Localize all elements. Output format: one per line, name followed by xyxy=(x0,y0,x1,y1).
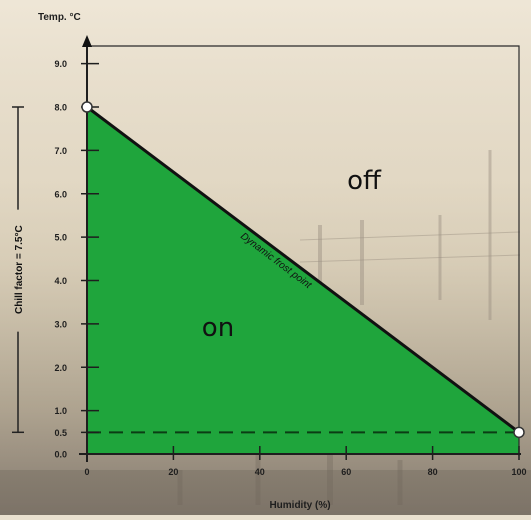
y-tick-label: 6.0 xyxy=(54,189,67,199)
y-tick-label: 3.0 xyxy=(54,319,67,329)
x-tick-label: 40 xyxy=(255,467,265,477)
x-tick-label: 20 xyxy=(168,467,178,477)
y-tick-label: 8.0 xyxy=(54,103,67,113)
x-tick-label: 100 xyxy=(511,467,526,477)
series-point-start xyxy=(81,101,93,113)
y-tick-label: 0.0 xyxy=(54,450,67,460)
chill-factor-bracket xyxy=(12,106,24,434)
y-axis-arrow-icon xyxy=(82,35,92,47)
y-tick-label: 5.0 xyxy=(54,233,67,243)
region-label-off: off xyxy=(347,166,382,196)
chill-factor-label: Chill factor = 7.5°C xyxy=(14,225,25,314)
on-region-fill xyxy=(87,107,519,454)
x-tick-label: 80 xyxy=(428,467,438,477)
series-line-frost-point xyxy=(86,105,520,434)
region-label-on: on xyxy=(202,313,234,343)
y-axis-title: Temp. °C xyxy=(38,12,81,23)
y-tick-label: 0.5 xyxy=(54,428,67,438)
y-tick-label: 9.0 xyxy=(54,59,67,69)
y-tick-label: 7.0 xyxy=(54,146,67,156)
x-tick-label: 60 xyxy=(341,467,351,477)
plot-frame xyxy=(87,45,520,456)
y-tick-label: 2.0 xyxy=(54,363,67,373)
x-axis-title: Humidity (%) xyxy=(269,500,330,511)
x-tick-label: 0 xyxy=(84,467,89,477)
y-tick-label: 1.0 xyxy=(54,406,67,416)
y-tick-label: 4.0 xyxy=(54,276,67,286)
series-point-end xyxy=(513,426,525,439)
